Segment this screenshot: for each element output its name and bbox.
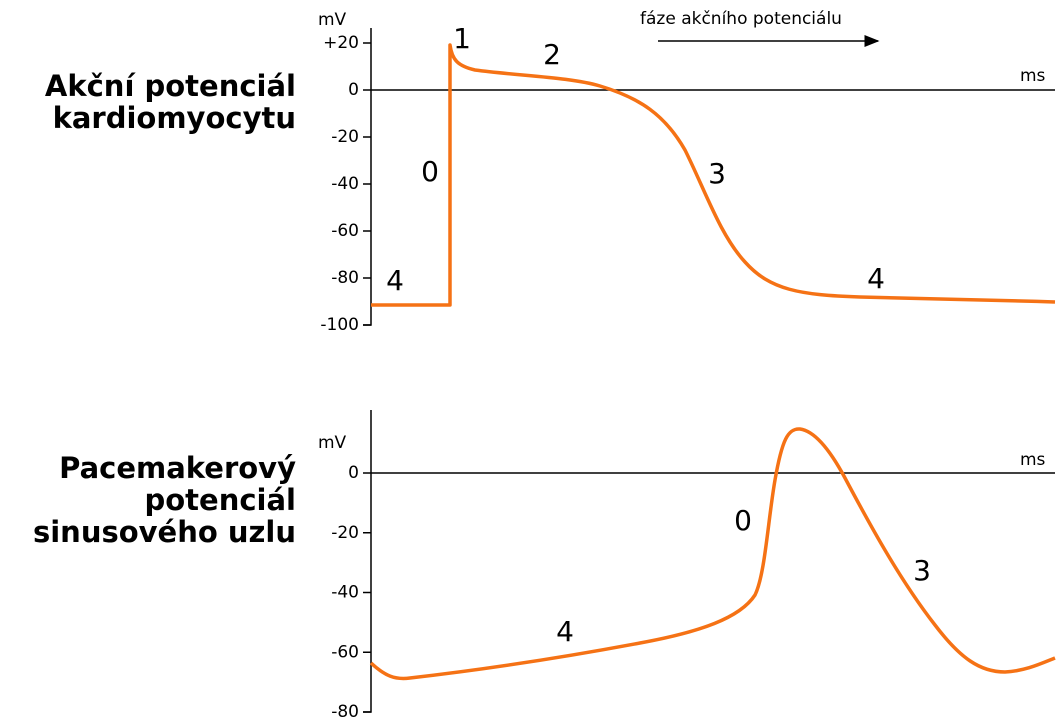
panel-title: kardiomyocytu (53, 101, 296, 135)
x-unit: ms (1020, 66, 1046, 86)
phase-label: 2 (543, 38, 561, 71)
y-tick-label: 0 (348, 463, 359, 483)
y-tick-label: -60 (331, 642, 359, 662)
y-ticks: 0 -20 -40 -60 -80 (331, 463, 371, 721)
panel-title: Pacemakerový (59, 451, 296, 485)
y-tick-label: -100 (320, 315, 359, 335)
y-tick-label: -80 (331, 702, 359, 721)
panel-title: sinusového uzlu (33, 515, 296, 549)
y-tick-label: -20 (331, 523, 359, 543)
y-tick-label: -80 (331, 268, 359, 288)
y-tick-label: -40 (331, 583, 359, 603)
y-axis (363, 28, 372, 326)
phase-label: 3 (708, 157, 726, 190)
y-tick-label: 0 (348, 80, 359, 100)
x-unit: ms (1020, 450, 1046, 470)
panel-title: Akční potenciál (45, 69, 296, 103)
y-ticks: +20 0 -20 -40 -60 -80 -100 (320, 33, 371, 335)
y-unit: mV (318, 10, 347, 30)
phase-label: 0 (421, 155, 439, 188)
panel-title: potenciál (145, 483, 297, 517)
phase-label: 4 (867, 262, 885, 295)
y-unit: mV (318, 433, 347, 453)
phase-label: 0 (734, 504, 752, 537)
phase-label: 1 (453, 22, 471, 55)
action-potential-curve (371, 43, 1056, 307)
y-tick-label: -40 (331, 174, 359, 194)
phase-label: 4 (556, 615, 574, 648)
y-tick-label: -60 (331, 221, 359, 241)
phase-label: 3 (913, 554, 931, 587)
pacemaker-curve (369, 427, 1056, 681)
y-axis (363, 410, 372, 713)
y-tick-label: +20 (323, 33, 359, 53)
y-tick-label: -20 (331, 127, 359, 147)
phase-label: 4 (386, 264, 404, 297)
phase-caption: fáze akčního potenciálu (640, 9, 842, 29)
